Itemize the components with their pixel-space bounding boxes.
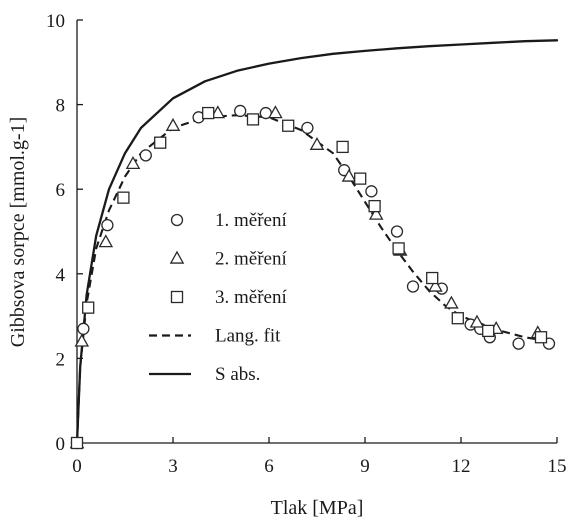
legend-symbol-square: [170, 290, 184, 304]
legend-label: 3. měření: [215, 287, 287, 308]
data-point-triangle: [74, 333, 90, 347]
data-point-circle: [139, 149, 152, 162]
data-point-square: [534, 331, 548, 344]
data-point-square: [70, 436, 84, 450]
data-point-square: [451, 312, 464, 325]
data-point-circle: [512, 337, 525, 350]
data-point-circle: [301, 121, 314, 135]
data-points: [69, 104, 556, 450]
s-abs-line: [75, 39, 559, 445]
series-lines: [75, 39, 559, 445]
data-point-square: [354, 172, 367, 185]
data-point-square: [246, 113, 260, 126]
data-point-triangle: [469, 314, 485, 328]
y-tick-label: 6: [56, 180, 66, 201]
data-point-triangle: [444, 295, 459, 309]
y-tick-label: 8: [56, 96, 66, 117]
data-point-square: [82, 301, 95, 314]
data-point-circle: [390, 225, 404, 238]
plot-area: [76, 20, 557, 444]
data-point-triangle: [165, 117, 181, 131]
data-point-square: [202, 106, 215, 120]
data-point-triangle: [428, 278, 443, 292]
data-point-square: [154, 136, 167, 149]
legend-symbol-triangle: [169, 250, 185, 264]
data-point-triangle: [98, 234, 114, 248]
x-tick-label: 6: [264, 456, 274, 477]
legend-label: 2. měření: [215, 249, 287, 270]
legend-label: 1. měření: [215, 210, 287, 231]
legend-symbol-circle: [170, 213, 184, 227]
data-point-square: [368, 199, 381, 213]
y-axis-label: Gibbsova sorpce [mmol.g-1]: [7, 117, 29, 348]
data-point-square: [117, 191, 130, 204]
data-point-square: [392, 242, 405, 255]
data-point-circle: [101, 219, 114, 232]
data-point-triangle: [268, 105, 283, 119]
x-tick-label: 12: [452, 456, 471, 477]
data-point-square: [482, 324, 495, 338]
data-point-circle: [406, 280, 420, 293]
lang-fit-line: [75, 114, 551, 444]
data-point-circle: [234, 104, 247, 118]
y-tick-label: 2: [56, 349, 66, 370]
legend: 1. měření 2. měření 3. měření Lang. fit S ab…: [149, 210, 287, 385]
data-point-circle: [365, 185, 378, 198]
legend-label: Lang. fit: [215, 326, 281, 347]
x-tick-label: 0: [72, 456, 82, 477]
data-point-triangle: [309, 136, 325, 150]
data-point-triangle: [210, 105, 226, 119]
y-tick-label: 10: [46, 11, 65, 32]
data-point-square: [426, 271, 439, 285]
data-point-triangle: [341, 168, 357, 182]
axis-ticks: 0 3 6 9 12 15 0 2 4 6 8 10: [46, 11, 567, 477]
data-point-triangle: [368, 206, 384, 220]
x-tick-label: 3: [168, 456, 178, 477]
y-tick-label: 4: [56, 265, 66, 286]
data-point-square: [336, 140, 349, 154]
legend-label: S abs.: [215, 364, 260, 385]
data-point-triangle: [125, 155, 141, 170]
x-tick-label: 15: [548, 456, 567, 477]
data-point-square: [282, 119, 295, 132]
y-tick-label: 0: [56, 434, 66, 455]
x-tick-label: 9: [360, 456, 370, 477]
data-point-circle: [77, 322, 90, 335]
x-axis-label: Tlak [MPa]: [271, 497, 364, 519]
